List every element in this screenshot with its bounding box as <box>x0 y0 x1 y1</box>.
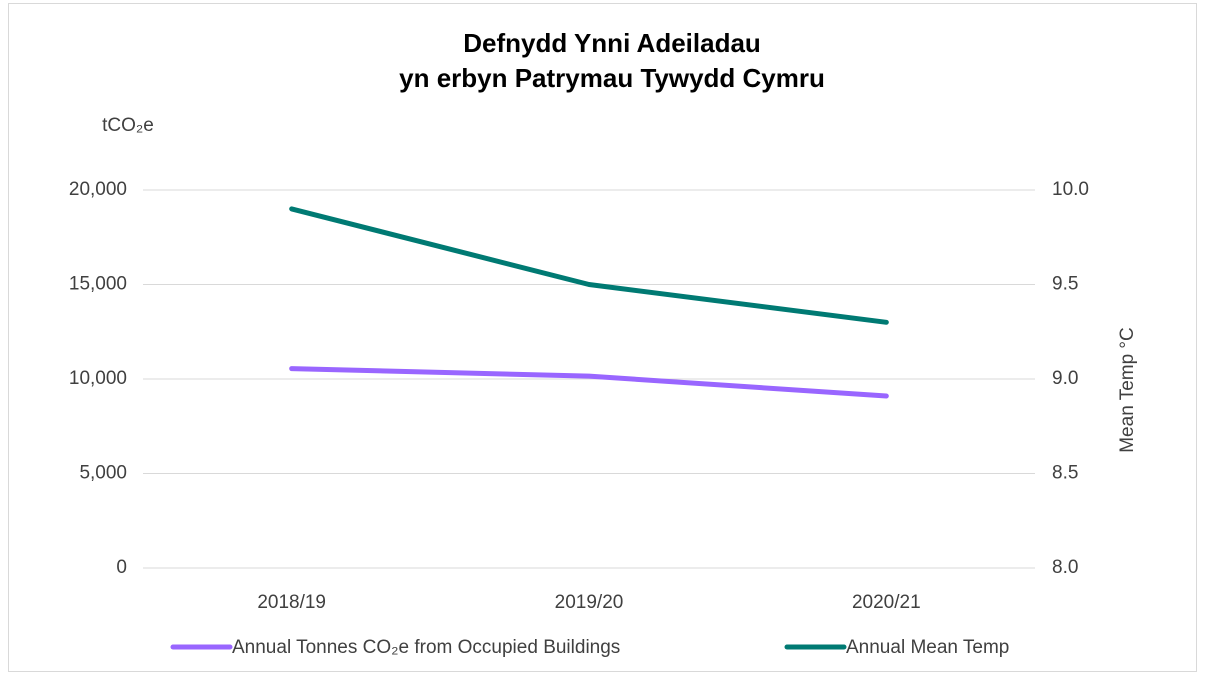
y-tick-label: 10,000 <box>69 368 127 389</box>
chart-title: yn erbyn Patrymau Tywydd Cymru <box>399 63 825 93</box>
y2-tick-label: 10.0 <box>1052 179 1089 200</box>
y2-axis-label: Mean Temp °C <box>1117 327 1138 453</box>
y-tick-label: 5,000 <box>79 463 127 484</box>
chart-title: Defnydd Ynni Adeiladau <box>463 28 761 58</box>
x-tick-label: 2018/19 <box>257 592 326 613</box>
data-line <box>289 366 889 399</box>
chart-border <box>8 3 1197 672</box>
legend-label: Annual Mean Temp <box>846 637 1009 658</box>
x-tick-label: 2019/20 <box>555 592 624 613</box>
y-tick-label: 0 <box>116 557 127 578</box>
y-tick-label: 15,000 <box>69 274 127 295</box>
y-tick-label: 20,000 <box>69 179 127 200</box>
legend-label: Annual Tonnes CO₂e from Occupied Buildin… <box>232 637 620 658</box>
data-line <box>289 206 889 325</box>
y2-tick-label: 9.0 <box>1052 368 1078 389</box>
y2-tick-label: 8.5 <box>1052 463 1078 484</box>
y2-tick-label: 9.5 <box>1052 274 1078 295</box>
x-tick-label: 2020/21 <box>852 592 921 613</box>
y-axis-label: tCO₂e <box>102 115 154 136</box>
y2-tick-label: 8.0 <box>1052 557 1078 578</box>
